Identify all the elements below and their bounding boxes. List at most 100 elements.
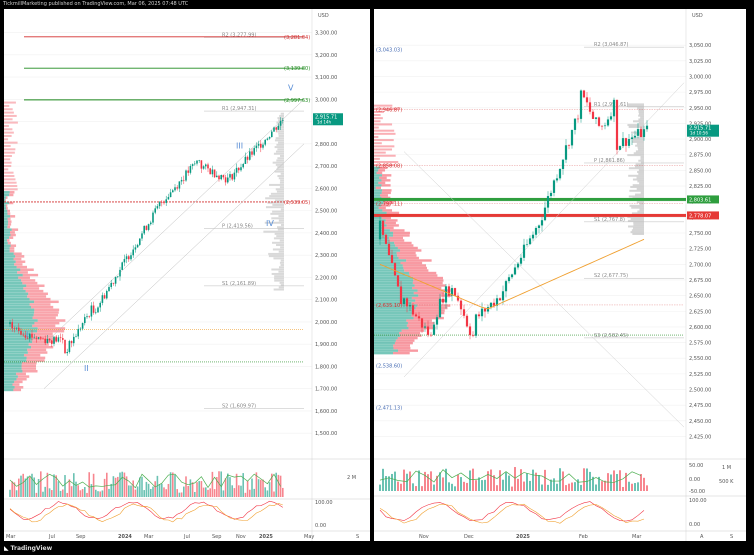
volume-bar: [472, 468, 474, 491]
candle-body: [95, 312, 97, 314]
candle-body: [40, 337, 42, 339]
volume-bar: [211, 471, 214, 497]
volume-bar: [86, 492, 88, 497]
volume-profile-bar: [639, 208, 644, 211]
candle-body: [441, 298, 445, 303]
candle-body: [645, 125, 649, 130]
volume-bar: [112, 476, 115, 497]
volume-bar: [84, 487, 86, 497]
volume-bar: [117, 476, 119, 497]
volume-profile-bar: [374, 341, 395, 345]
candle-body: [603, 125, 607, 127]
volume-bar: [571, 482, 573, 491]
candle-body: [172, 190, 174, 193]
volume-bar: [493, 475, 495, 491]
x-tick-label: Dec: [464, 534, 474, 540]
volume-profile-bar: [640, 155, 644, 158]
candle-body: [123, 259, 126, 263]
volume-profile-bar: [4, 377, 17, 381]
candle-body: [266, 138, 269, 140]
candle-body: [408, 305, 412, 307]
volume-profile-bar: [374, 216, 382, 220]
volume-bar: [130, 485, 132, 497]
candle-body: [462, 309, 466, 316]
left-chart-panel[interactable]: 3,300.003,200.003,100.003,000.002,900.00…: [4, 9, 370, 541]
volume-profile-bar: [4, 305, 32, 309]
volume-profile-bar: [4, 144, 11, 147]
volume-bar: [99, 491, 101, 497]
volume-profile-bar: [374, 174, 383, 177]
volume-profile-bar: [398, 256, 419, 260]
volume-profile-bar: [627, 103, 644, 106]
volume-bar: [574, 482, 576, 491]
volume-bar: [176, 489, 178, 497]
candle-body: [194, 163, 196, 165]
candle-body: [191, 164, 194, 167]
candle-body: [576, 118, 580, 120]
volume-bar: [427, 474, 429, 491]
volume-profile-bar: [9, 249, 15, 253]
right-chart-svg[interactable]: 3,050.00 3,025.00 3,000.00 2,975.00 2,950.00…: [374, 9, 746, 541]
candle-body: [176, 187, 178, 189]
volume-profile-bar: [4, 154, 12, 157]
volume-profile-bar: [397, 349, 418, 352]
wave-label: IV: [266, 219, 274, 228]
volume-bar: [31, 473, 33, 497]
volume-profile-bar: [4, 249, 10, 253]
candle-body: [624, 138, 628, 146]
volume-profile-bar: [629, 189, 644, 192]
x-tick-label: Feb: [579, 534, 588, 540]
volume-profile-bar: [381, 184, 391, 187]
volume-profile-bar: [374, 142, 382, 145]
volume-bar: [198, 481, 200, 497]
volume-bar: [132, 480, 134, 497]
candle-body: [492, 302, 496, 306]
channel-line: [43, 143, 305, 389]
volume-profile-bar: [394, 341, 413, 345]
volume-bar: [619, 470, 621, 491]
volume-profile-bar: [381, 204, 391, 207]
volume-profile-bar: [374, 259, 407, 262]
y-tick-label: 3,050.00: [689, 43, 711, 49]
right-chart-panel[interactable]: 3,050.00 3,025.00 3,000.00 2,975.00 2,950.00…: [374, 9, 746, 541]
volume-profile-bar: [374, 226, 384, 230]
left-chart-svg[interactable]: 3,300.003,200.003,100.003,000.002,900.00…: [4, 9, 370, 541]
volume-profile-bar: [627, 105, 644, 108]
volume-profile-bar: [276, 143, 284, 146]
volume-profile-bar: [413, 316, 444, 320]
volume-bar: [273, 491, 275, 497]
volume-profile-bar: [269, 195, 284, 198]
volume-bar: [205, 487, 207, 497]
volume-profile-bar: [280, 259, 284, 262]
level-label: (2,858.08): [376, 163, 402, 169]
volume-profile-bar: [374, 304, 418, 307]
volume-bar: [556, 483, 558, 491]
volume-profile-bar: [275, 188, 284, 191]
candle-body: [209, 168, 211, 175]
volume-profile-bar: [277, 130, 284, 133]
volume-bar: [538, 475, 540, 491]
volume-bar: [42, 491, 44, 497]
volume-profile-bar: [374, 281, 413, 285]
candle-body: [84, 317, 86, 324]
volume-profile-bar: [280, 112, 284, 115]
x-tick-label: Jul: [48, 534, 55, 540]
volume-bar: [246, 481, 249, 497]
volume-profile-bar: [418, 294, 452, 297]
volume-profile-bar: [393, 344, 411, 347]
candle-body: [271, 131, 273, 138]
volume-bar: [172, 472, 174, 497]
volume-profile-bar: [278, 215, 284, 218]
volume-bar: [562, 471, 564, 491]
volume-profile-bar: [278, 141, 284, 144]
candle-body: [9, 322, 11, 325]
volume-bar: [553, 478, 555, 491]
volume-bar: [592, 476, 594, 491]
volume-profile-bar: [21, 279, 36, 282]
candle-body: [57, 337, 60, 342]
volume-bar: [529, 480, 531, 491]
volume-bar: [147, 483, 150, 497]
volume-profile-bar: [4, 201, 10, 205]
volume-profile-bar: [627, 124, 644, 127]
volume-bar: [224, 478, 227, 497]
